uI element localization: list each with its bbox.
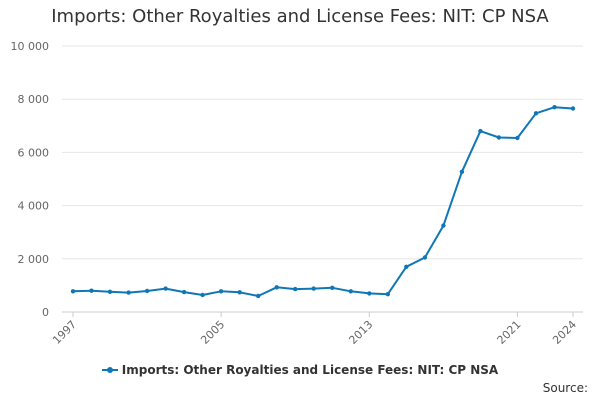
x-tick-label: 2021	[495, 318, 524, 347]
y-tick-label: 0	[42, 306, 49, 319]
data-point[interactable]	[367, 291, 372, 296]
data-point[interactable]	[348, 289, 353, 294]
data-point[interactable]	[181, 289, 187, 295]
source-note: Source:	[542, 381, 588, 395]
data-point[interactable]	[311, 286, 316, 291]
data-point[interactable]	[200, 292, 205, 298]
data-point[interactable]	[293, 286, 298, 292]
data-point[interactable]	[570, 106, 576, 111]
data-point[interactable]	[515, 135, 520, 141]
y-tick-label: 8 000	[18, 93, 50, 106]
y-tick-label: 4 000	[18, 200, 50, 213]
data-point[interactable]	[274, 285, 279, 290]
data-point[interactable]	[218, 289, 224, 294]
y-tick-labels: 0 2 000 4 000 6 000 8 000 10 000	[11, 40, 50, 319]
legend-series-label: Imports: Other Royalties and License Fee…	[121, 363, 499, 377]
x-tick-labels: 1997 2005 2013 2021 2024	[50, 312, 579, 347]
data-point[interactable]	[441, 223, 446, 228]
data-point[interactable]	[496, 135, 502, 140]
x-tick-label: 2013	[346, 318, 375, 347]
data-point[interactable]	[107, 289, 113, 294]
x-tick-label: 1997	[50, 318, 79, 347]
data-point[interactable]	[126, 290, 131, 295]
x-tick-label: 2024	[550, 318, 579, 347]
data-point[interactable]	[533, 111, 539, 116]
data-point[interactable]	[404, 264, 409, 269]
y-tick-label: 2 000	[18, 253, 50, 266]
legend[interactable]: Imports: Other Royalties and License Fee…	[0, 363, 600, 377]
data-point[interactable]	[459, 169, 465, 174]
data-point[interactable]	[237, 290, 242, 295]
data-point[interactable]	[330, 285, 335, 290]
series	[70, 105, 576, 299]
chart-title: Imports: Other Royalties and License Fee…	[51, 6, 549, 27]
data-point[interactable]	[422, 255, 428, 260]
data-point[interactable]	[478, 128, 483, 134]
series-line	[72, 106, 574, 297]
y-tick-label: 10 000	[11, 40, 50, 53]
data-point[interactable]	[256, 293, 261, 299]
x-tick-label: 2005	[198, 318, 227, 347]
legend-series-swatch	[101, 366, 118, 373]
y-tick-label: 6 000	[18, 146, 50, 159]
data-point[interactable]	[385, 292, 390, 297]
data-point[interactable]	[552, 105, 557, 110]
data-point[interactable]	[144, 288, 150, 294]
data-point[interactable]	[89, 288, 94, 293]
gridlines	[62, 45, 583, 260]
data-point[interactable]	[70, 289, 76, 294]
data-point[interactable]	[163, 286, 168, 291]
